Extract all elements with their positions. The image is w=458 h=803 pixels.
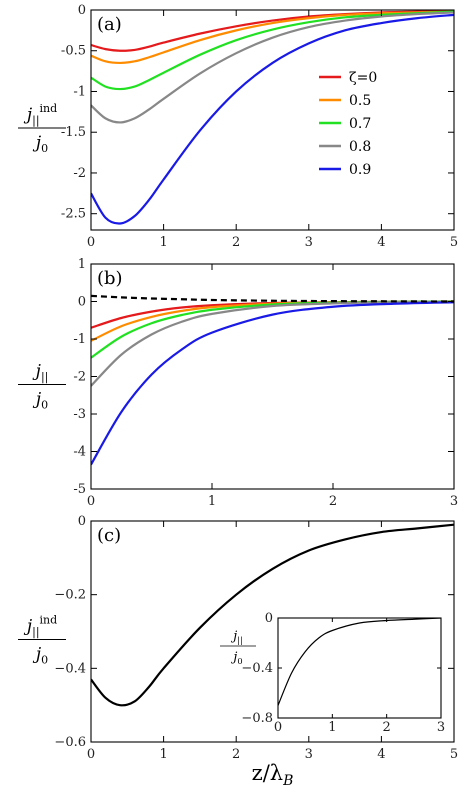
y-tick-label: −0.8 — [241, 711, 273, 726]
series-line-1 — [91, 10, 454, 65]
ylabel-numerator-sub: || — [32, 626, 39, 640]
plot-frame — [90, 9, 455, 231]
panel-label: (a) — [97, 14, 122, 35]
y-tick-label: -2.5 — [61, 207, 86, 222]
x-tick-label: 3 — [450, 494, 458, 509]
ylabel-numerator-sub: || — [237, 635, 243, 646]
legend: ζ=0 0.5 0.7 0.8 0.9 — [319, 70, 377, 178]
x-axis-label: z/λB — [252, 761, 294, 789]
x-tick-label: 4 — [377, 235, 385, 250]
x-tick-label: 0 — [87, 235, 95, 250]
ylabel-numerator-sub: || — [32, 114, 39, 128]
y-tick-label: −0.4 — [241, 661, 273, 676]
plot-panel-0: 0 1 2 3 4 5 0 -0.5 -1 -1.5 -2 -2.5 (a) j||ind j0 ζ=0 0.5… — [18, 3, 458, 250]
x-tick-label: 3 — [305, 747, 313, 762]
x-tick-label: 5 — [450, 747, 458, 762]
y-tick-label: 1 — [78, 257, 86, 272]
ylabel-denominator-sub: 0 — [41, 142, 48, 155]
y-tick-label: -3 — [73, 407, 86, 422]
legend-label-1: 0.5 — [349, 93, 371, 109]
x-tick-label: 3 — [305, 235, 313, 250]
series-line-1 — [91, 300, 454, 342]
y-tick-label: 0 — [78, 514, 86, 529]
legend-label-3: 0.8 — [349, 139, 371, 155]
ylabel-denominator-sub: 0 — [41, 654, 48, 667]
series-line-2 — [91, 10, 454, 91]
x-tick-label: 2 — [232, 747, 240, 762]
y-tick-label: -2 — [73, 166, 86, 181]
series-line-4 — [91, 13, 454, 225]
y-axis-label: j||ind j0 — [18, 614, 66, 667]
y-tick-label: -0.5 — [61, 44, 86, 59]
series-line-4 — [91, 301, 454, 466]
series-line-0 — [91, 523, 454, 707]
panel-label: (c) — [97, 525, 121, 546]
series-line-2 — [91, 300, 454, 359]
y-tick-label: -1 — [73, 84, 86, 99]
x-tick-label: 0 — [274, 720, 282, 735]
x-tick-label: 1 — [159, 235, 167, 250]
y-tick-label: 0 — [78, 3, 86, 18]
y-tick-label: -4 — [73, 445, 86, 460]
y-tick-label: -1.5 — [61, 125, 86, 140]
ylabel-denominator-sub: 0 — [237, 656, 242, 666]
ylabel-numerator: j|| — [32, 362, 49, 385]
y-axis-label: j||ind j0 — [18, 102, 66, 155]
inset-background — [278, 618, 441, 718]
ylabel-numerator: j||ind — [23, 102, 57, 128]
inset-plot: 0 1 2 30−0.4−0.8j||j0 — [220, 611, 445, 735]
ylabel-numerator-sup: ind — [40, 614, 58, 627]
x-tick-label: 1 — [159, 747, 167, 762]
x-tick-label: 2 — [329, 494, 337, 509]
plot-frame — [90, 520, 455, 743]
x-tick-label: 3 — [437, 720, 445, 735]
ylabel-denominator: j0 — [230, 650, 242, 666]
y-tick-label: -2 — [73, 370, 86, 385]
x-tick-label: 2 — [383, 720, 391, 735]
series-line-5 — [91, 294, 454, 303]
plot-panel-1: 0 1 2 3 1 0 -1 -2 -3 -4 -5 (b) j|| j0 — [18, 257, 458, 509]
x-tick-label: 1 — [328, 720, 336, 735]
x-tick-label: 2 — [232, 235, 240, 250]
ylabel-numerator: j||ind — [23, 614, 57, 640]
legend-label-4: 0.9 — [349, 162, 371, 178]
y-tick-label: 0 — [78, 295, 86, 310]
x-tick-label: 1 — [208, 494, 216, 509]
panel-label: (b) — [97, 268, 123, 289]
ylabel-denominator: j0 — [32, 645, 48, 667]
ylabel-denominator: j0 — [32, 390, 48, 412]
series-line-3 — [91, 11, 454, 124]
y-tick-label: −0.6 — [54, 735, 86, 750]
series-line-3 — [91, 300, 454, 387]
x-tick-label: 0 — [87, 494, 95, 509]
legend-label-0: ζ=0 — [349, 70, 377, 86]
ylabel-numerator-sup: ind — [40, 102, 58, 115]
y-axis-label: j|| j0 — [18, 362, 66, 412]
y-tick-label: -5 — [73, 482, 86, 497]
series-line-0 — [91, 10, 454, 52]
ylabel-numerator: j|| — [230, 629, 243, 646]
series-line-0 — [278, 618, 441, 706]
y-tick-label: -1 — [73, 332, 86, 347]
legend-label-2: 0.7 — [349, 116, 371, 132]
y-tick-label: 0 — [265, 611, 273, 626]
y-tick-label: −0.2 — [54, 588, 86, 603]
x-axis-label-sub: B — [282, 773, 293, 789]
y-tick-label: −0.4 — [54, 661, 86, 676]
ylabel-denominator-sub: 0 — [41, 399, 48, 412]
ylabel-numerator-sub: || — [41, 371, 48, 385]
ylabel-denominator: j0 — [32, 133, 48, 155]
x-tick-label: 4 — [377, 747, 385, 762]
x-tick-label: 5 — [450, 235, 458, 250]
x-tick-label: 0 — [87, 747, 95, 762]
